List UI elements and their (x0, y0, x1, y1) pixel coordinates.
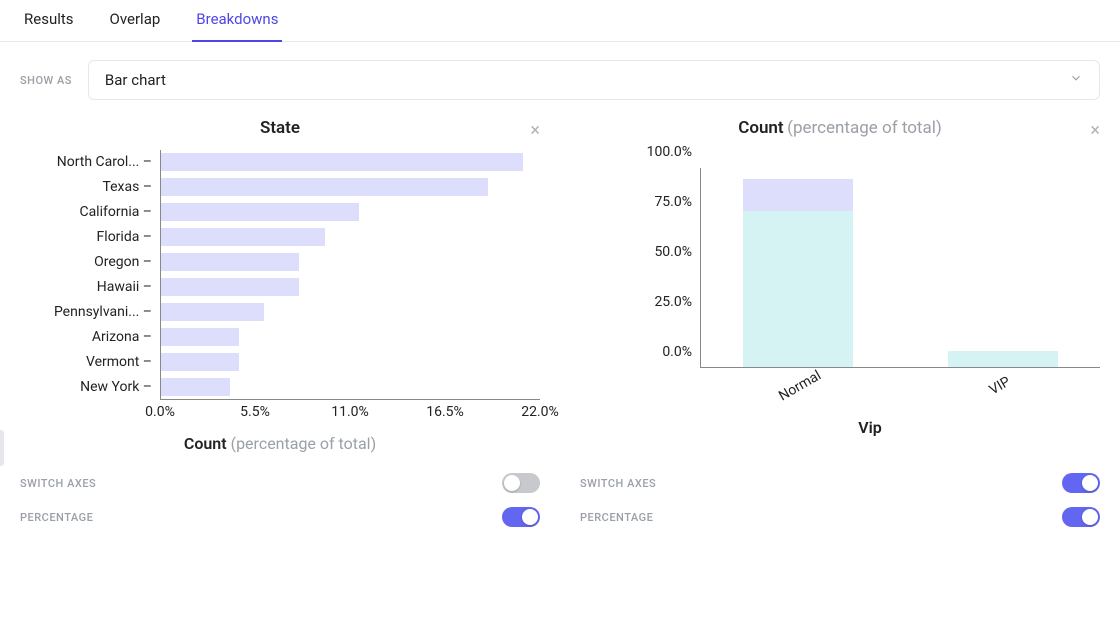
hbar-row (161, 349, 540, 374)
controls-right: SWITCH AXES PERCENTAGE (580, 473, 1100, 527)
side-handle[interactable] (0, 430, 4, 466)
vbar-ytick-label: 50.0% (654, 244, 692, 260)
tab-breakdowns[interactable]: Breakdowns (192, 10, 282, 42)
vbar-ytick-label: 0.0% (662, 344, 692, 360)
tab-overlap[interactable]: Overlap (106, 10, 165, 41)
percentage-label: PERCENTAGE (580, 511, 653, 524)
show-as-value: Bar chart (105, 71, 166, 89)
panel-vip-title: Count (738, 118, 783, 138)
percentage-label: PERCENTAGE (20, 511, 93, 524)
vbar-ytick-label: 75.0% (654, 194, 692, 210)
hbar-row (161, 250, 540, 275)
hbar-tick-label: 5.5% (240, 404, 270, 420)
hbar-bar (161, 228, 325, 246)
hbar-row (161, 175, 540, 200)
panel-state-title: State (260, 118, 300, 138)
hbar-category-label: California – (20, 200, 160, 225)
percentage-toggle-left[interactable] (502, 507, 540, 527)
hbar-tick-label: 11.0% (331, 404, 369, 420)
hbar-bar (161, 153, 523, 171)
hbar-bar (161, 353, 239, 371)
panel-vip-subtitle: (percentage of total) (787, 118, 942, 138)
hbar-row (161, 324, 540, 349)
hbar-tick-label: 22.0% (521, 404, 559, 420)
hbar-category-label: New York – (20, 375, 160, 400)
vbar-segment (743, 179, 853, 211)
panel-state: State × North Carol... –Texas –Californi… (20, 118, 540, 453)
hbar-row (161, 150, 540, 175)
hbar-category-label: North Carol... – (20, 150, 160, 175)
hbar-category-label: Vermont – (20, 350, 160, 375)
controls-left: SWITCH AXES PERCENTAGE (20, 473, 540, 527)
close-icon[interactable]: × (530, 120, 540, 141)
switch-axes-label: SWITCH AXES (20, 477, 96, 490)
vbar-segment (743, 211, 853, 367)
hbar-category-label: Florida – (20, 225, 160, 250)
hbar-bar (161, 278, 299, 296)
hbar-bar (161, 253, 299, 271)
vip-bar-chart: 0.0%25.0%50.0%75.0%100.0% NormalVIP Vip (580, 168, 1100, 437)
state-bar-chart: North Carol... –Texas –California –Flori… (20, 150, 540, 453)
hbar-row (161, 275, 540, 300)
switch-axes-label: SWITCH AXES (580, 477, 656, 490)
hbar-bar (161, 328, 239, 346)
percentage-toggle-right[interactable] (1062, 507, 1100, 527)
panel-vip: Count (percentage of total) × 0.0% 25.0% 5… (580, 118, 1100, 453)
close-icon[interactable]: × (1090, 120, 1100, 141)
show-as-label: SHOW AS (20, 74, 72, 87)
vbar-ytick-label: 100.0% (647, 144, 692, 160)
chevron-down-icon (1069, 71, 1083, 89)
show-as-row: SHOW AS Bar chart (0, 42, 1120, 118)
state-xlabel: Count (percentage of total) (20, 434, 540, 453)
chart-panels: State × North Carol... –Texas –Californi… (0, 118, 1120, 453)
vbar-ytick-label: 25.0% (654, 294, 692, 310)
hbar-bar (161, 378, 230, 396)
hbar-row (161, 200, 540, 225)
tabs-bar: Results Overlap Breakdowns (0, 0, 1120, 42)
show-as-select[interactable]: Bar chart (88, 60, 1100, 100)
hbar-row (161, 299, 540, 324)
hbar-row (161, 374, 540, 399)
hbar-category-label: Arizona – (20, 325, 160, 350)
hbar-tick-label: 16.5% (426, 404, 464, 420)
vbar-group (743, 179, 853, 367)
controls-row: SWITCH AXES PERCENTAGE SWITCH AXES PERCE… (0, 453, 1120, 547)
hbar-row (161, 225, 540, 250)
switch-axes-toggle-right[interactable] (1062, 473, 1100, 493)
hbar-category-label: Pennsylvani... – (20, 300, 160, 325)
hbar-category-label: Hawaii – (20, 275, 160, 300)
vip-xlabel: Vip (640, 418, 1100, 437)
hbar-category-label: Oregon – (20, 250, 160, 275)
switch-axes-toggle-left[interactable] (502, 473, 540, 493)
hbar-bar (161, 303, 264, 321)
hbar-tick-label: 0.0% (145, 404, 175, 420)
hbar-bar (161, 203, 359, 221)
hbar-bar (161, 178, 488, 196)
hbar-category-label: Texas – (20, 175, 160, 200)
tab-results[interactable]: Results (20, 10, 78, 41)
